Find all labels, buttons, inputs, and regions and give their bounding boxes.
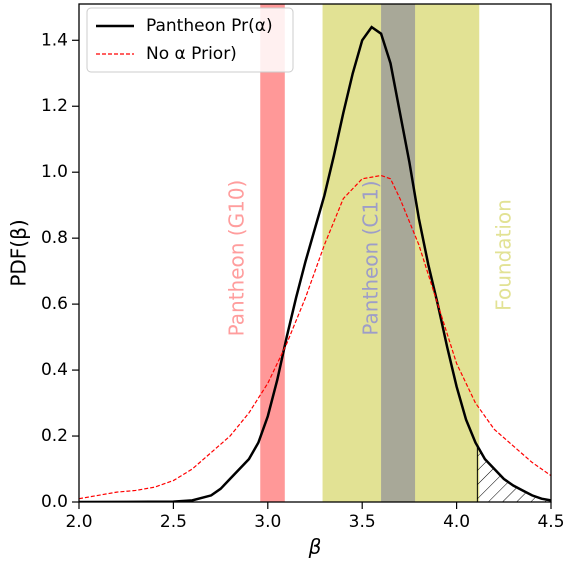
legend-box xyxy=(86,7,294,73)
y-axis-label: PDF(β) xyxy=(7,219,31,286)
x-axis-label: β xyxy=(308,535,322,559)
band-label: Foundation xyxy=(492,199,516,311)
legend-label: No α Prior) xyxy=(146,44,237,64)
band-label: Pantheon (C11) xyxy=(359,180,383,335)
y-tick-label: 1.0 xyxy=(41,162,68,182)
plot-frame xyxy=(78,3,552,503)
y-tick-label: 0.6 xyxy=(41,294,68,314)
x-tick-label: 2.5 xyxy=(160,512,187,532)
y-tick-label: 1.4 xyxy=(41,30,68,50)
x-tick-label: 3.0 xyxy=(254,512,281,532)
x-tick-label: 4.5 xyxy=(537,512,564,532)
y-tick-label: 1.2 xyxy=(41,96,68,116)
band xyxy=(381,4,416,502)
x-tick-label: 4.0 xyxy=(443,512,470,532)
y-tick-label: 0.8 xyxy=(41,228,68,248)
y-tick-label: 0.2 xyxy=(41,426,68,446)
x-tick-label: 2.0 xyxy=(65,512,92,532)
band-label: Pantheon (G10) xyxy=(225,180,249,337)
series-line xyxy=(79,174,551,500)
series-line xyxy=(79,25,551,502)
x-tick-label: 3.5 xyxy=(349,512,376,532)
y-tick-label: 0.4 xyxy=(41,360,68,380)
hatched-region xyxy=(476,444,551,502)
y-tick-label: 0.0 xyxy=(41,492,68,512)
band xyxy=(260,4,285,502)
legend-label: Pantheon Pr(α) xyxy=(146,16,273,36)
